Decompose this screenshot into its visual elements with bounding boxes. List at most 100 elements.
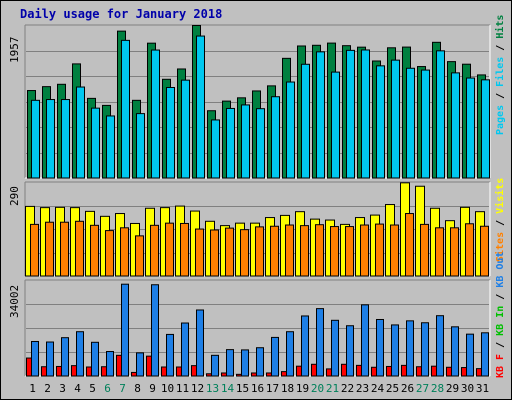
x-tick-label: 21 (326, 382, 339, 395)
kbout-bar (166, 333, 174, 377)
sites-bar (120, 227, 129, 277)
kbout-bar (346, 325, 354, 377)
legend-entry: KB Out (495, 252, 506, 288)
x-tick-label: 26 (401, 382, 414, 395)
kbf-bar (131, 371, 137, 377)
sites-bar (480, 225, 489, 277)
files-bar (76, 86, 85, 179)
x-tick-label: 14 (221, 382, 235, 395)
legend-separator: / (495, 336, 506, 354)
legend-visits-sites: Sites / Visits (494, 178, 506, 262)
legend-separator: / (495, 214, 506, 232)
kbf-bar (341, 363, 347, 377)
x-tick-label: 17 (266, 382, 279, 395)
kbout-bar (481, 332, 489, 377)
kbf-bar (281, 371, 287, 377)
files-bar (286, 81, 295, 179)
panel1-ymax-label: 1957 (8, 37, 21, 64)
x-tick-label: 2 (44, 382, 51, 395)
legend-entry: Sites (494, 232, 506, 262)
kbf-bar (461, 367, 467, 377)
x-tick-label: 7 (119, 382, 126, 395)
files-bar (331, 71, 340, 179)
kbout-bar (196, 309, 204, 377)
files-bar (316, 51, 325, 179)
sites-bar (285, 224, 294, 277)
kbout-bar (301, 315, 309, 377)
panel-hits-files-pages: 1957 (8, 24, 491, 179)
kbout-bar (316, 308, 324, 377)
kbout-bar (376, 318, 384, 377)
x-tick-label: 8 (134, 382, 141, 395)
x-tick-label: 25 (386, 382, 399, 395)
panel2-ymax-label: 290 (8, 186, 21, 206)
files-bar (241, 104, 250, 179)
kbout-bar (121, 283, 129, 377)
files-bar (271, 96, 280, 179)
legend-entry: Hits (494, 15, 506, 39)
kbout-bar (226, 349, 234, 377)
kbout-bar (361, 304, 369, 377)
sites-bar (330, 226, 339, 277)
kbout-bar (106, 351, 114, 377)
sites-bar (30, 223, 39, 277)
x-tick-label: 4 (74, 382, 81, 395)
files-bar (166, 86, 175, 179)
legend-kbytes: KB F / KB In / KB Out (495, 252, 506, 378)
kbf-bar (356, 364, 362, 377)
x-tick-label: 24 (371, 382, 385, 395)
legend-separator: / (495, 87, 506, 105)
legend-kbytes-text: KB F / KB In / KB Out (495, 252, 506, 378)
x-tick-label: 1 (29, 382, 36, 395)
legend-entry: Pages (495, 105, 506, 135)
sites-bar (300, 225, 309, 277)
x-tick-label: 13 (206, 382, 219, 395)
sites-bar (450, 227, 459, 277)
sites-bar (270, 225, 279, 277)
kbout-bar (61, 337, 69, 377)
files-bar (211, 119, 220, 179)
x-tick-label: 27 (416, 382, 429, 395)
x-tick-label: 11 (176, 382, 189, 395)
kbf-bar (86, 366, 92, 377)
kbout-bar (136, 352, 144, 377)
kbf-bar (191, 365, 197, 377)
sites-bar (105, 230, 114, 277)
kbout-bar (181, 322, 189, 377)
sites-bar (165, 222, 174, 277)
kbout-bar (211, 354, 219, 377)
kbf-bar (371, 366, 377, 377)
kbout-bar (331, 319, 339, 377)
kbf-bar (26, 357, 32, 377)
x-tick-label: 3 (59, 382, 66, 395)
sites-bar (90, 224, 99, 277)
legend-entry: KB F (495, 354, 506, 378)
kbf-bar (146, 355, 152, 377)
sites-bar (390, 224, 399, 277)
legend-pages-files-hits: Pages / Files / Hits (494, 15, 506, 135)
panel-visits-sites: 290 (8, 181, 491, 277)
files-bar (46, 99, 55, 179)
kbf-bar (71, 365, 77, 377)
files-bar (61, 99, 70, 179)
sites-bar (135, 235, 144, 277)
sites-bar (195, 228, 204, 277)
kbout-bar (241, 349, 249, 377)
kbout-bar (256, 347, 264, 377)
kbf-bar (446, 366, 452, 377)
legend-visits-sites-text: Sites / Visits (494, 178, 506, 262)
kbf-bar (266, 372, 272, 377)
files-bar (436, 50, 445, 179)
sites-bar (360, 224, 369, 277)
kbf-bar (416, 366, 422, 377)
sites-bar (180, 222, 189, 277)
files-bar (301, 63, 310, 179)
files-bar (421, 69, 430, 179)
files-bar (361, 49, 370, 179)
legend-pages-files-hits-text: Pages / Files / Hits (494, 15, 506, 135)
kbf-bar (206, 373, 212, 377)
sites-bar (375, 223, 384, 277)
x-tick-label: 15 (236, 382, 249, 395)
kbf-bar (251, 372, 257, 377)
